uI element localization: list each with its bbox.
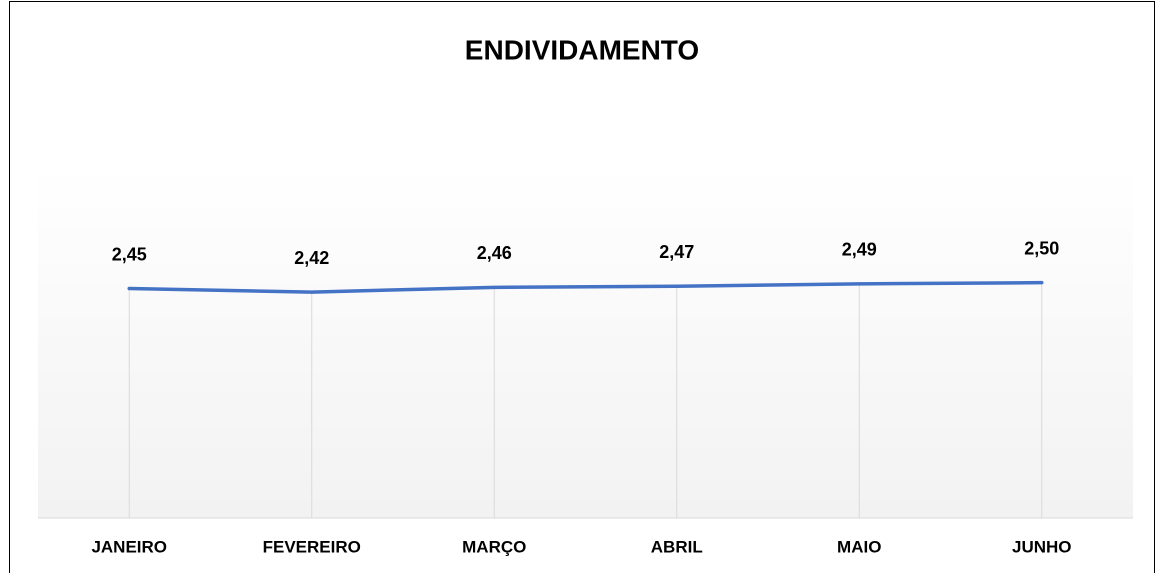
data-label: 2,49 (842, 240, 877, 260)
x-tick-label: ABRIL (651, 537, 703, 556)
data-label: 2,50 (1024, 238, 1059, 258)
data-label: 2,45 (112, 244, 147, 264)
x-tick-label: MARÇO (462, 537, 526, 556)
data-label: 2,46 (477, 243, 512, 263)
data-label: 2,47 (659, 242, 694, 262)
chart-title: ENDIVIDAMENTO (465, 34, 699, 65)
plot-area (38, 165, 1133, 518)
x-tick-label: JANEIRO (91, 537, 167, 556)
x-tick-label: JUNHO (1012, 537, 1072, 556)
x-tick-label: FEVEREIRO (263, 537, 361, 556)
x-tick-label: MAIO (837, 537, 881, 556)
data-line (127, 280, 1044, 294)
data-label: 2,42 (294, 248, 329, 268)
